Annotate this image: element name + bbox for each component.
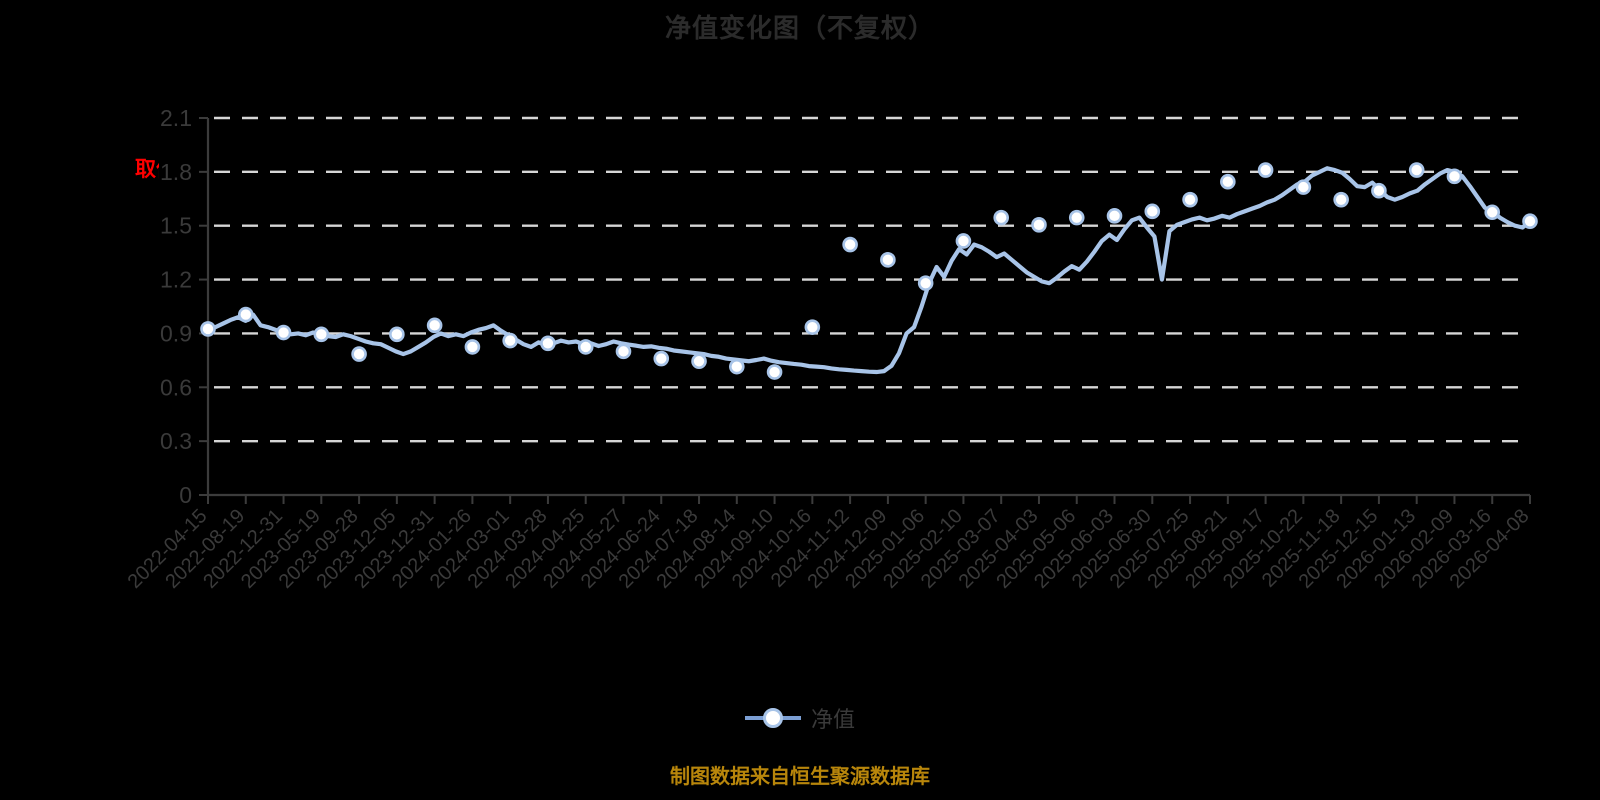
footer-attribution: 制图数据来自恒生聚源数据库 [670,766,930,788]
y-axis-overlay-label: 取值 [135,157,159,181]
data-point-marker[interactable] [200,321,216,337]
data-point-marker[interactable] [389,326,405,343]
data-point-marker[interactable] [540,335,556,352]
gridlines-group [214,116,1530,443]
data-point-marker[interactable] [653,350,670,367]
data-point-marker[interactable] [615,343,632,360]
y-tick-labels: 0 0.3 0.6 0.9 1.2 1.5 1.8 2.1 [160,105,192,508]
chart-legend: 净值 [0,702,1600,734]
data-point-marker[interactable] [1446,168,1463,185]
data-point-marker[interactable] [728,358,745,375]
y-tick-label: 1.8 [160,159,192,185]
data-point-marker[interactable] [1371,182,1387,199]
data-point-marker[interactable] [1408,162,1425,178]
data-point-marker[interactable] [955,233,972,249]
data-point-marker[interactable] [993,209,1010,226]
legend-dot [762,708,783,728]
data-point-marker[interactable] [351,346,367,362]
series-markers [200,162,1538,380]
data-point-marker[interactable] [880,252,896,268]
legend-label-net-value: 净值 [810,707,855,732]
y-tick-label: 2.1 [160,105,192,131]
data-point-marker[interactable] [691,353,707,370]
y-tick-label: 0.6 [160,374,192,400]
data-point-marker[interactable] [426,317,443,334]
y-tick-label: 0 [179,482,192,508]
data-point-marker[interactable] [577,339,594,355]
y-tick-label: 1.2 [160,267,192,293]
data-point-marker[interactable] [1106,208,1123,224]
net-value-line [205,166,1533,375]
y-tick-label: 0.3 [160,428,192,454]
series-net-value [205,166,1533,375]
data-point-marker[interactable] [1031,217,1047,233]
net-value-line-chart: 2022-04-152022-08-192022-12-312023-05-19… [124,105,1538,593]
data-point-marker[interactable] [1144,203,1161,220]
data-point-marker[interactable] [1333,191,1349,208]
data-point-marker[interactable] [842,236,858,253]
x-tick-labels: 2022-04-152022-08-192022-12-312023-05-19… [124,505,1534,593]
data-point-marker[interactable] [804,319,821,335]
data-point-marker[interactable] [464,339,481,355]
data-point-marker[interactable] [1522,213,1538,230]
data-point-marker[interactable] [1257,162,1274,178]
data-point-marker[interactable] [237,306,254,323]
data-point-marker[interactable] [766,364,783,380]
x-axis [207,493,1531,504]
data-point-marker[interactable] [1068,209,1085,226]
y-tick-label: 1.5 [160,213,192,239]
page-title: 净值变化图（不复权） [664,13,935,43]
data-point-marker[interactable] [275,324,292,341]
data-point-marker[interactable] [1484,204,1501,221]
data-point-marker[interactable] [313,326,330,343]
data-point-marker[interactable] [1295,179,1312,195]
data-point-marker[interactable] [502,332,518,349]
data-point-marker[interactable] [1182,191,1198,208]
legend-marker-net-value [744,705,801,731]
data-point-marker[interactable] [917,275,934,291]
y-tick-label: 0.9 [160,320,192,346]
data-point-marker[interactable] [1220,173,1236,190]
y-axis [199,117,210,496]
